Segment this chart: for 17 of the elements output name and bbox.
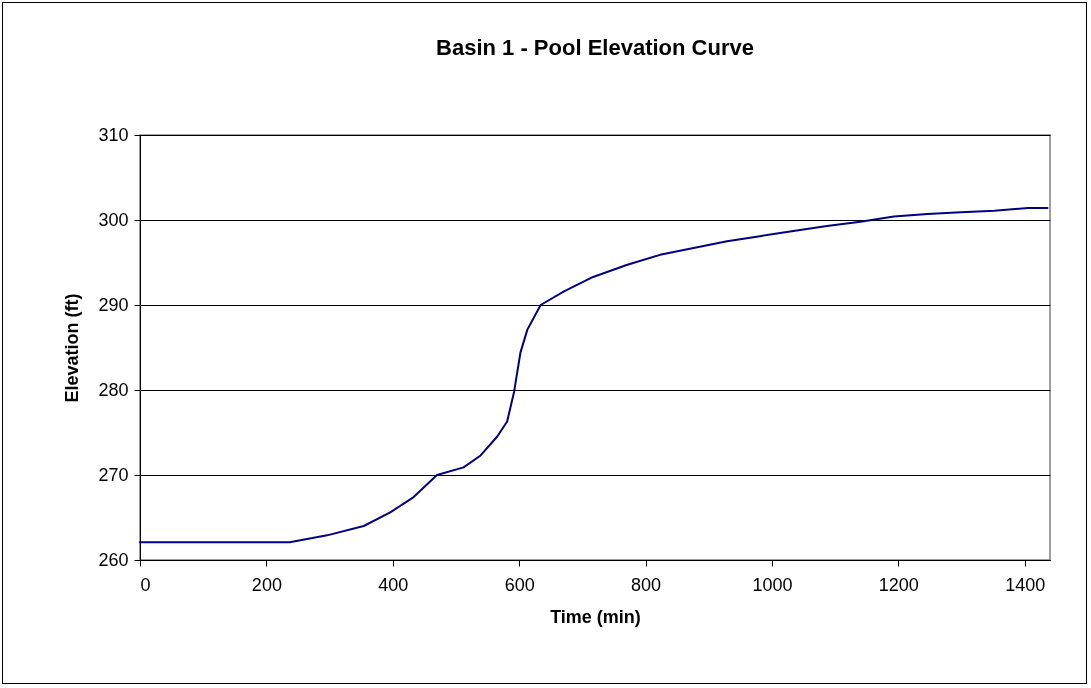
y-tick-label: 270	[98, 464, 129, 485]
x-tick-label: 0	[140, 574, 151, 595]
y-tick-label: 300	[98, 209, 129, 230]
x-tick-label: 1200	[878, 574, 919, 595]
chart-title: Basin 1 - Pool Elevation Curve	[436, 35, 754, 60]
x-axis-title: Time (min)	[550, 606, 641, 627]
y-tick-label: 290	[98, 294, 129, 315]
y-tick-label: 280	[98, 379, 129, 400]
x-tick-label: 800	[631, 574, 662, 595]
x-tick-label: 600	[504, 574, 535, 595]
y-tick-label: 310	[98, 124, 129, 145]
x-tick-label: 200	[251, 574, 282, 595]
x-tick-label: 400	[378, 574, 409, 595]
y-tick-label: 260	[98, 549, 129, 570]
x-tick-label: 1400	[1005, 574, 1046, 595]
y-axis-title: Elevation (ft)	[62, 293, 83, 403]
x-tick-label: 1000	[752, 574, 793, 595]
